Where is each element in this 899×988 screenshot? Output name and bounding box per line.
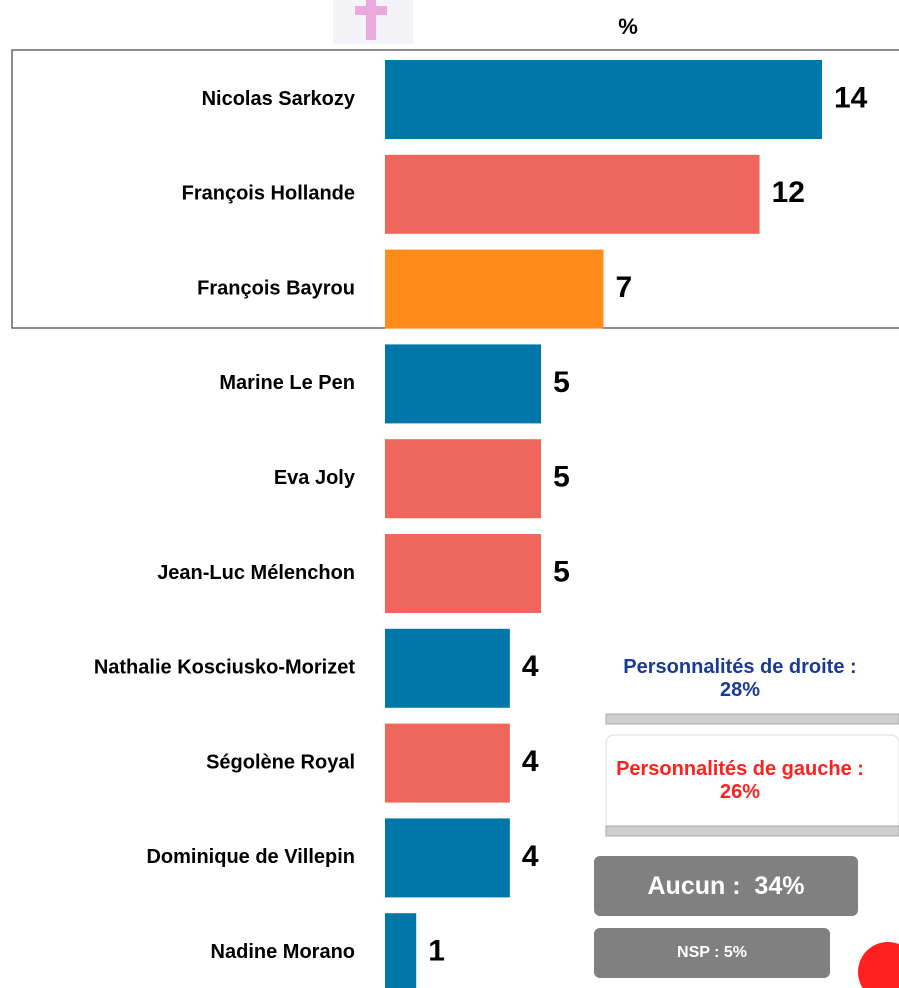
category-label: Ségolène Royal	[206, 751, 355, 773]
category-label: Nadine Morano	[211, 941, 355, 963]
decor-circle	[858, 942, 899, 988]
bar	[385, 344, 542, 424]
category-label: François Hollande	[182, 183, 355, 205]
category-label: François Bayrou	[197, 277, 355, 299]
highlight-box	[11, 49, 899, 329]
aucun-box	[594, 856, 858, 916]
bar	[385, 723, 510, 803]
value-label: 4	[522, 745, 539, 778]
bar	[385, 534, 542, 613]
bar	[385, 913, 417, 988]
gauche-note: Personnalités de gauche : 26%	[616, 758, 870, 803]
category-label: Dominique de Villepin	[146, 846, 355, 868]
nsp-note: NSP : 5%	[677, 944, 747, 961]
category-label: Jean-Luc Mélenchon	[157, 562, 355, 584]
value-label: 14	[834, 81, 868, 114]
bar	[385, 249, 604, 329]
bar	[385, 628, 510, 708]
value-label: 4	[522, 840, 539, 873]
category-label: Nicolas Sarkozy	[202, 88, 356, 110]
value-label: 5	[553, 461, 570, 494]
separator	[605, 825, 899, 837]
droite-note: Personnalités de droite : 28%	[623, 656, 863, 701]
bar	[385, 818, 510, 898]
value-label: 5	[553, 555, 570, 588]
logo-cross	[366, 0, 376, 40]
value-label: 5	[553, 366, 570, 399]
category-label: Eva Joly	[274, 467, 356, 489]
value-label: 7	[616, 271, 633, 304]
category-label: Marine Le Pen	[219, 372, 355, 394]
nsp-box	[594, 928, 830, 978]
bar	[385, 154, 760, 234]
category-label: Nathalie Kosciusko-Morizet	[94, 657, 356, 679]
value-label: 12	[772, 176, 805, 209]
bar	[385, 439, 542, 519]
logo-cross	[355, 6, 387, 15]
unit-label: %	[618, 14, 638, 39]
separator	[605, 713, 899, 725]
bar	[385, 60, 822, 139]
aucun-note: Aucun : 34%	[647, 871, 805, 900]
value-label: 1	[428, 935, 445, 968]
value-label: 4	[522, 650, 539, 683]
